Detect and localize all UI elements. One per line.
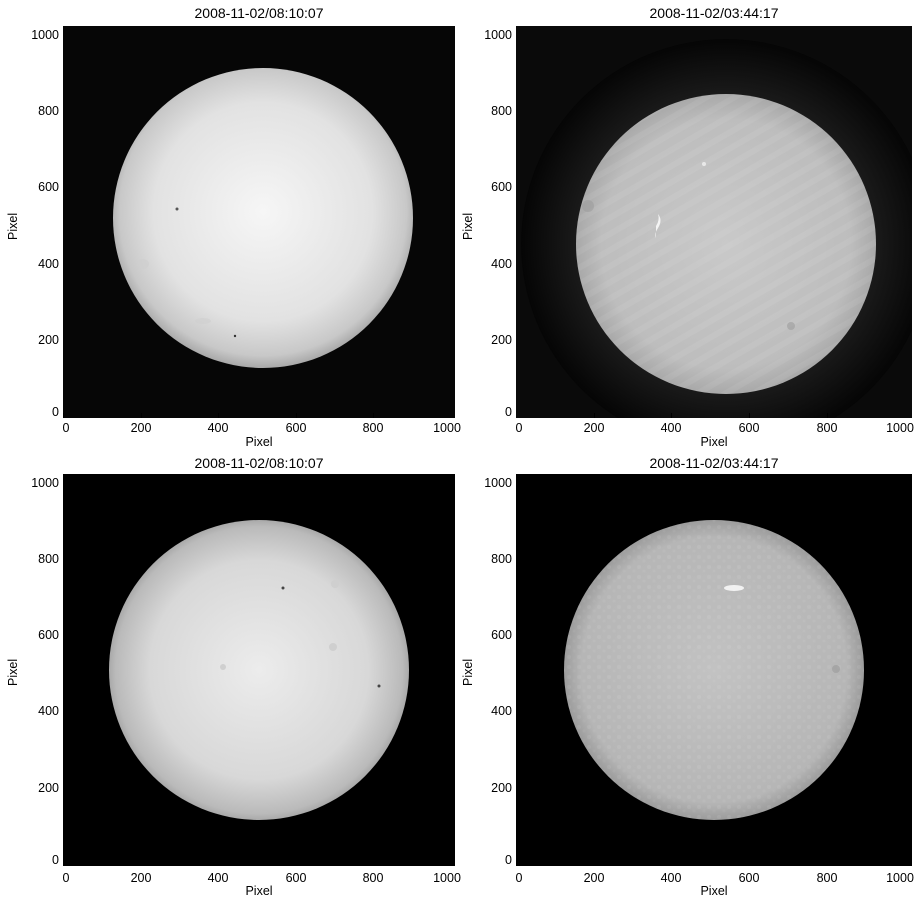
y-axis-label: Pixel [6, 212, 20, 240]
y-tick-label: 600 [38, 628, 59, 642]
x-tick-label: 200 [130, 871, 152, 885]
y-tick-label: 1000 [31, 28, 59, 42]
x-tick-label: 1000 [433, 871, 461, 885]
y-tick-label: 800 [491, 104, 512, 118]
y-tick-label: 0 [52, 853, 59, 867]
x-tick-label: 800 [362, 421, 384, 435]
y-tick-label: 400 [491, 257, 512, 271]
x-tick-label: 400 [207, 871, 229, 885]
y-axis-label: Pixel [461, 658, 475, 686]
y-tick-label: 0 [505, 405, 512, 419]
x-tick-label: 600 [738, 421, 760, 435]
x-tick-label: 1000 [886, 871, 914, 885]
panel-title: 2008-11-02/08:10:07 [194, 455, 324, 471]
x-tick-label: 1000 [886, 421, 914, 435]
panel-top-left: 2008-11-02/08:10:07 0 200 400 600 800 1 [0, 0, 461, 450]
y-tick-label: 200 [491, 781, 512, 795]
x-tick-label: 0 [515, 421, 523, 435]
y-axis-label: Pixel [461, 212, 475, 240]
y-tick-label: 400 [38, 257, 59, 271]
x-tick-label: 200 [583, 871, 605, 885]
solar-image-white-light-corrected [63, 474, 455, 866]
y-tick-label: 200 [38, 333, 59, 347]
x-tick-label: 800 [816, 421, 838, 435]
y-tick-label: 400 [491, 704, 512, 718]
x-tick-label: 0 [62, 421, 70, 435]
x-tick-label: 800 [362, 871, 384, 885]
x-axis-label: Pixel [245, 884, 273, 898]
y-tick-label: 600 [491, 180, 512, 194]
x-tick-label: 0 [515, 871, 523, 885]
x-tick-label: 400 [660, 421, 682, 435]
x-tick-label: 600 [738, 871, 760, 885]
x-axis-label: Pixel [700, 435, 728, 449]
x-tick-label: 200 [583, 421, 605, 435]
panel-bottom-left: 2008-11-02/08:10:07 0 200 400 600 800 10… [0, 450, 461, 899]
panel-title: 2008-11-02/03:44:17 [649, 455, 779, 471]
y-tick-label: 1000 [484, 476, 512, 490]
y-axis-label: Pixel [6, 658, 20, 686]
panel-title: 2008-11-02/03:44:17 [649, 5, 779, 21]
y-tick-label: 1000 [31, 476, 59, 490]
x-axis-label: Pixel [245, 435, 273, 449]
y-tick-label: 600 [491, 628, 512, 642]
panel-top-right: 2008-11-02/03:44:17 [458, 0, 916, 450]
y-tick-label: 800 [491, 552, 512, 566]
x-tick-label: 1000 [433, 421, 461, 435]
y-tick-label: 800 [38, 552, 59, 566]
y-tick-label: 200 [491, 333, 512, 347]
y-tick-label: 1000 [484, 28, 512, 42]
y-tick-label: 800 [38, 104, 59, 118]
solar-image-chromosphere-corrected [516, 474, 912, 866]
x-tick-label: 400 [660, 871, 682, 885]
x-tick-label: 800 [816, 871, 838, 885]
panel-bottom-right: 2008-11-02/03:44:17 0 200 4 [458, 450, 916, 899]
solar-image-chromosphere [516, 26, 912, 418]
y-tick-label: 0 [505, 853, 512, 867]
x-tick-label: 200 [130, 421, 152, 435]
x-tick-label: 600 [285, 871, 307, 885]
y-tick-label: 400 [38, 704, 59, 718]
y-tick-label: 0 [52, 405, 59, 419]
solar-image-white-light [63, 26, 455, 418]
y-tick-label: 200 [38, 781, 59, 795]
y-tick-label: 600 [38, 180, 59, 194]
x-axis-label: Pixel [700, 884, 728, 898]
panel-title: 2008-11-02/08:10:07 [194, 5, 324, 21]
x-tick-label: 600 [285, 421, 307, 435]
x-tick-label: 400 [207, 421, 229, 435]
x-tick-label: 0 [62, 871, 70, 885]
